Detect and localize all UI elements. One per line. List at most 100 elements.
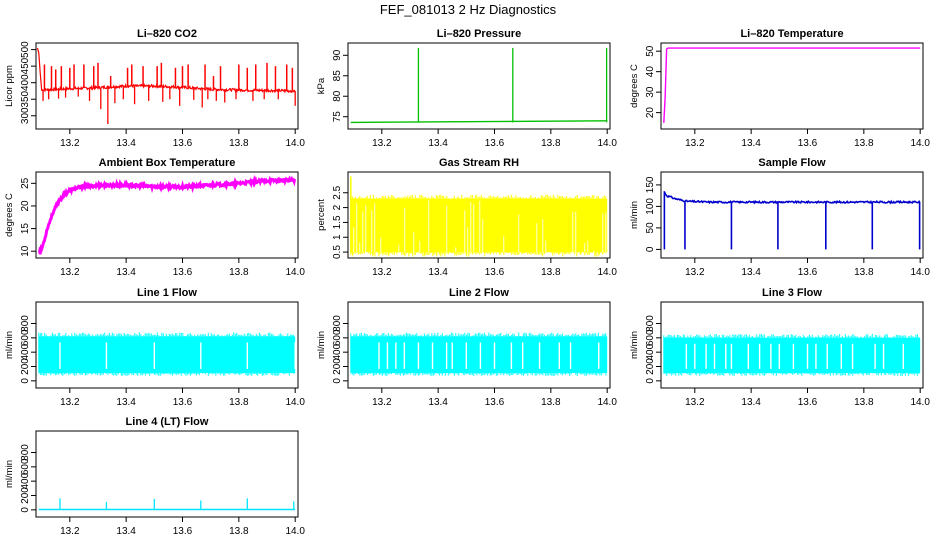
band-noise bbox=[38, 332, 295, 376]
plot-frame bbox=[35, 301, 299, 389]
y-tick-label: 800 bbox=[645, 315, 656, 332]
y-tick-label: 400 bbox=[332, 343, 343, 360]
panel-title: Li–820 CO2 bbox=[137, 28, 197, 40]
x-tick-label: 14.0 bbox=[597, 267, 617, 278]
x-tick-label: 13.2 bbox=[685, 138, 705, 149]
y-tick-label: 50 bbox=[645, 45, 656, 57]
x-tick-label: 13.8 bbox=[541, 397, 561, 408]
y-axis-label: degrees C bbox=[629, 64, 640, 108]
y-tick-label: 80 bbox=[332, 90, 343, 102]
x-tick-label: 13.2 bbox=[685, 397, 705, 408]
panel-title: Sample Flow bbox=[758, 157, 826, 169]
x-tick-label: 13.8 bbox=[229, 397, 249, 408]
x-tick-label: 13.4 bbox=[428, 397, 448, 408]
plot-frame bbox=[35, 171, 299, 259]
x-tick-label: 13.2 bbox=[60, 267, 80, 278]
x-tick-label: 13.8 bbox=[854, 397, 874, 408]
x-tick-label: 13.4 bbox=[116, 267, 136, 278]
x-tick-label: 13.8 bbox=[854, 138, 874, 149]
x-tick-label: 13.6 bbox=[798, 267, 818, 278]
x-tick-label: 13.2 bbox=[372, 267, 392, 278]
y-axis-label: ml/min bbox=[629, 331, 640, 359]
y-tick-label: 400 bbox=[20, 74, 31, 91]
plot-frame bbox=[35, 430, 299, 518]
x-tick-label: 13.4 bbox=[741, 267, 761, 278]
y-tick-label: 300 bbox=[20, 107, 31, 124]
y-tick-label: 20 bbox=[645, 107, 656, 119]
data-line bbox=[663, 190, 921, 205]
x-tick-label: 13.2 bbox=[685, 267, 705, 278]
y-tick-label: 600 bbox=[20, 329, 31, 346]
panel-title: Ambient Box Temperature bbox=[99, 157, 236, 169]
y-tick-label: 15 bbox=[20, 223, 31, 235]
y-tick-label: 2 bbox=[332, 204, 343, 210]
x-tick-label: 14.0 bbox=[285, 267, 305, 278]
band-texture bbox=[353, 200, 607, 253]
data-band bbox=[350, 336, 608, 373]
y-axis-label: ml/min bbox=[4, 331, 15, 359]
x-tick-label: 13.4 bbox=[741, 397, 761, 408]
x-tick-label: 14.0 bbox=[285, 397, 305, 408]
x-tick-label: 13.8 bbox=[229, 526, 249, 537]
li820-temperature-panel: Li–820 Temperature 13.2 13.4 13.6 13.8 14.0 20… bbox=[629, 28, 930, 149]
y-tick-label: 350 bbox=[20, 90, 31, 107]
x-tick-label: 13.4 bbox=[428, 267, 448, 278]
y-tick-label: 400 bbox=[645, 343, 656, 360]
plot-frame bbox=[660, 301, 924, 389]
y-axis-label: Licor ppm bbox=[4, 65, 15, 107]
panel-title: Line 3 Flow bbox=[762, 287, 822, 299]
x-tick-label: 13.8 bbox=[854, 267, 874, 278]
x-tick-label: 14.0 bbox=[910, 267, 930, 278]
y-tick-label: 800 bbox=[332, 315, 343, 332]
x-tick-label: 13.6 bbox=[798, 138, 818, 149]
plot-frame bbox=[660, 171, 924, 259]
y-tick-label: 2.5 bbox=[332, 185, 343, 199]
li820-pressure-panel: Li–820 Pressure 13.2 13.4 13.6 13.8 14.0 75 80 8… bbox=[316, 28, 617, 149]
x-tick-label: 13.2 bbox=[372, 397, 392, 408]
x-tick-label: 13.6 bbox=[173, 138, 193, 149]
y-tick-label: 10 bbox=[20, 245, 31, 257]
y-tick-label: 200 bbox=[20, 487, 31, 504]
x-tick-label: 13.4 bbox=[428, 138, 448, 149]
y-axis-label: degrees C bbox=[4, 193, 15, 237]
x-tick-label: 14.0 bbox=[597, 138, 617, 149]
x-tick-label: 13.8 bbox=[541, 138, 561, 149]
y-tick-label: 800 bbox=[20, 444, 31, 461]
x-tick-label: 14.0 bbox=[597, 397, 617, 408]
y-axis-label: ml/min bbox=[316, 331, 327, 359]
plot-frame bbox=[660, 42, 924, 130]
x-tick-label: 13.4 bbox=[116, 138, 136, 149]
x-tick-label: 13.6 bbox=[485, 397, 505, 408]
y-tick-label: 0.5 bbox=[332, 245, 343, 259]
x-tick-label: 13.8 bbox=[229, 267, 249, 278]
y-tick-label: 600 bbox=[20, 458, 31, 475]
y-tick-label: 20 bbox=[20, 200, 31, 212]
x-tick-label: 13.4 bbox=[116, 526, 136, 537]
y-tick-label: 25 bbox=[20, 177, 31, 189]
data-line bbox=[663, 47, 921, 123]
panel-title: Line 1 Flow bbox=[137, 287, 197, 299]
y-tick-label: 600 bbox=[332, 329, 343, 346]
y-tick-label: 40 bbox=[645, 66, 656, 78]
ambient-box-temperature-panel: Ambient Box Temperature 13.2 13.4 13.6 13.8 1… bbox=[4, 157, 305, 278]
data-line bbox=[37, 174, 297, 256]
plot-frame bbox=[35, 42, 299, 130]
x-tick-label: 13.6 bbox=[173, 397, 193, 408]
data-band bbox=[38, 336, 296, 373]
y-tick-label: 450 bbox=[20, 57, 31, 74]
x-tick-label: 14.0 bbox=[285, 138, 305, 149]
li820-co2-panel: Li–820 CO2 13.2 13.4 13.6 13.8 14.0 3003504004… bbox=[4, 28, 305, 149]
data-band bbox=[350, 198, 608, 253]
y-tick-label: 200 bbox=[645, 358, 656, 375]
data-line bbox=[36, 47, 296, 94]
y-tick-label: 50 bbox=[645, 222, 656, 234]
y-tick-label: 0 bbox=[20, 378, 31, 384]
panel-title: Line 4 (LT) Flow bbox=[126, 416, 209, 428]
panel-title: Line 2 Flow bbox=[449, 287, 509, 299]
band-noise bbox=[663, 333, 920, 376]
line1-flow-panel: Line 1 Flow 13.2 13.4 13.6 13.8 14.0 0 20040060… bbox=[4, 287, 305, 408]
y-tick-label: 100 bbox=[645, 198, 656, 215]
x-tick-label: 13.6 bbox=[485, 138, 505, 149]
x-tick-label: 13.2 bbox=[60, 138, 80, 149]
